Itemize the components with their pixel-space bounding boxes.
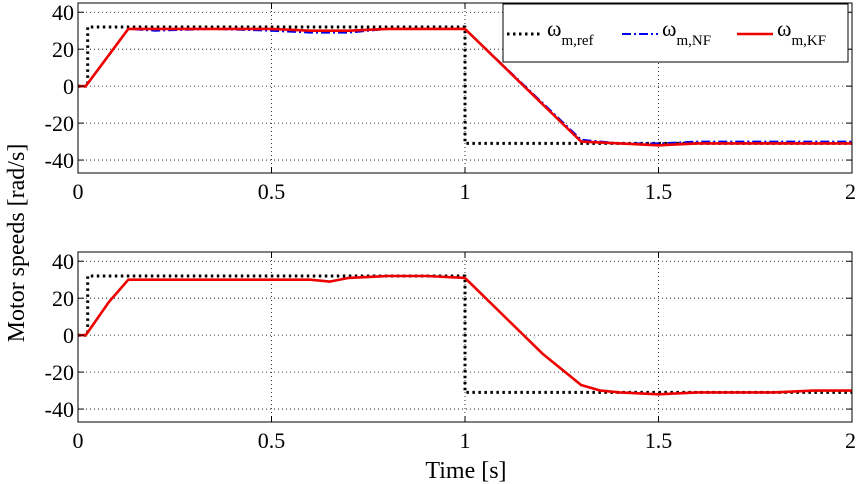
x-tick-label: 0 [73,428,84,453]
x-tick-label: 1 [460,428,471,453]
series-line-kf [78,274,852,396]
y-tick-label: 40 [52,0,74,25]
x-tick-label: 2 [845,179,856,204]
y-tick-label: -20 [45,360,74,385]
legend-box [502,3,849,63]
y-tick-label: -40 [45,148,74,173]
y-tick-label: 20 [52,286,74,311]
legend-label-nf: ωm,NF [662,16,711,49]
legend: ωm,ref ωm,NF ωm,KF [502,3,849,63]
x-axis-label: Time [s] [425,458,506,484]
x-tick-label: 2 [845,428,856,453]
y-tick-label: 40 [52,249,74,274]
x-tick-label: 0.5 [258,179,286,204]
x-tick-label: 1.5 [645,428,673,453]
y-axis-label: Motor speeds [rad/s] [4,144,30,343]
y-tick-label: -20 [45,111,74,136]
legend-label-ref: ωm,ref [547,16,594,49]
x-tick-label: 1 [460,179,471,204]
x-tick-label: 1.5 [645,179,673,204]
x-tick-label: 0 [73,179,84,204]
legend-label-kf: ωm,KF [777,16,826,49]
x-tick-label: 0.5 [258,428,286,453]
y-tick-label: 0 [63,74,74,99]
bottom-panel: 0 0.5 1 1.5 2 40 20 0 -20 -40 [45,249,856,453]
series-line-kf [78,27,852,147]
y-tick-label: 20 [52,37,74,62]
y-tick-label: -40 [45,397,74,422]
y-tick-label: 0 [63,323,74,348]
